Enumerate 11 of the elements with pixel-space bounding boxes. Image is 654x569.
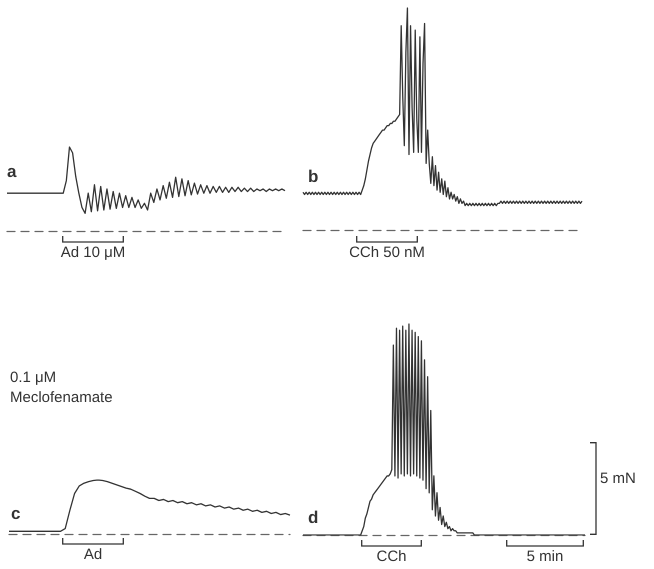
text: 5 min	[526, 547, 564, 567]
text: Ad	[82, 545, 104, 565]
text: 0.1 μM Meclofenamate	[10, 368, 114, 408]
text: CCh 50 nM	[348, 243, 426, 263]
text: a	[7, 162, 17, 181]
text: d	[308, 508, 318, 527]
text: b	[308, 167, 318, 186]
text: c	[11, 504, 20, 523]
text: CCh	[375, 547, 408, 567]
text: Ad 10 μM	[60, 243, 126, 263]
text: 5 mN	[600, 468, 636, 488]
